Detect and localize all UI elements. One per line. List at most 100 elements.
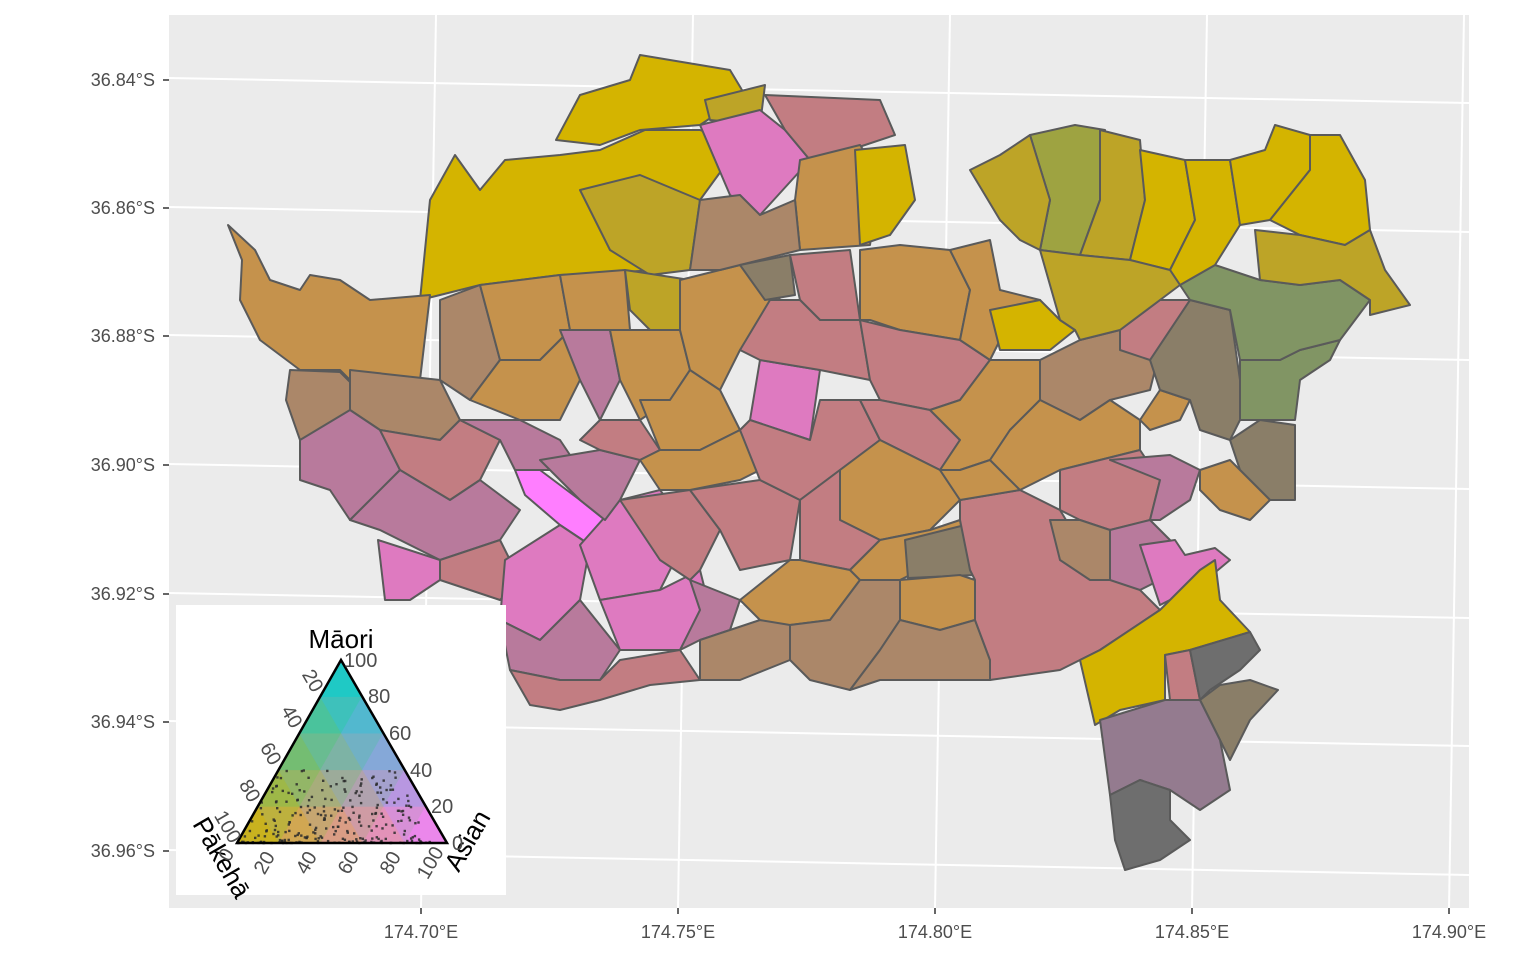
ternary-point: [409, 805, 413, 809]
ternary-point: [322, 805, 326, 808]
ternary-point: [291, 814, 294, 817]
ternary-point: [344, 790, 347, 793]
ternary-point: [343, 788, 346, 791]
ternary-point: [306, 835, 309, 838]
ternary-point: [291, 792, 294, 795]
ternary-legend: Māori Pākehā Asian 20 40 60 80 100 100 8…: [176, 605, 506, 904]
ternary-point: [314, 832, 317, 835]
ternary-point: [276, 807, 279, 810]
ternary-point: [254, 836, 257, 840]
ternary-point: [294, 834, 297, 838]
ternary-point: [359, 824, 363, 827]
ternary-point: [364, 839, 367, 842]
ternary-point: [406, 839, 409, 843]
ternary-point: [271, 790, 274, 794]
ternary-point: [349, 799, 352, 802]
ternary-point: [355, 840, 359, 843]
ternary-point: [243, 835, 247, 838]
x-tick-label: 174.85°E: [1155, 922, 1229, 942]
area-unit: [854, 144, 916, 246]
ternary-point: [283, 838, 287, 842]
ternary-point: [326, 769, 329, 773]
y-tick-label: 36.86°S: [91, 198, 155, 218]
ternary-point: [359, 837, 362, 840]
axes: 36.84°S 36.86°S 36.88°S 36.90°S 36.92°S …: [91, 70, 1486, 942]
ternary-point: [375, 825, 378, 828]
ternary-point: [377, 837, 380, 841]
area-unit: [377, 539, 441, 601]
ternary-point: [411, 836, 414, 839]
ternary-point: [355, 838, 358, 841]
y-tick-label: 36.94°S: [91, 712, 155, 732]
ternary-point: [402, 833, 406, 836]
ternary-point: [355, 790, 358, 793]
ternary-point: [371, 812, 374, 816]
ternary-point: [382, 798, 385, 801]
ternary-point: [371, 776, 374, 780]
right-tick-label: 20: [431, 796, 453, 818]
ternary-point: [295, 783, 298, 786]
area-unit: [639, 429, 761, 491]
area-unit: [1109, 779, 1191, 871]
ternary-point: [307, 776, 310, 779]
ternary-point: [358, 814, 361, 817]
ternary-point: [284, 830, 287, 834]
ternary-point: [300, 769, 304, 773]
ternary-point: [343, 838, 347, 841]
ternary-point: [347, 816, 351, 820]
area-unit: [849, 619, 991, 691]
ternary-point: [263, 835, 267, 838]
ternary-point: [314, 837, 317, 841]
ternary-point: [353, 832, 356, 835]
x-tick-label: 174.70°E: [384, 922, 458, 942]
ternary-point: [391, 824, 394, 827]
ternary-point: [294, 811, 297, 815]
ternary-point: [325, 827, 328, 830]
area-unit: [469, 329, 581, 421]
ternary-point: [375, 806, 379, 809]
ternary-point: [333, 833, 336, 836]
ternary-point: [303, 836, 307, 839]
ternary-point: [367, 825, 371, 828]
ternary-point: [371, 837, 374, 840]
ternary-point: [277, 830, 280, 834]
ternary-point: [308, 808, 312, 812]
ternary-point: [335, 783, 338, 786]
area-unit: [349, 469, 521, 561]
ternary-point: [342, 779, 345, 783]
y-tick-label: 36.90°S: [91, 455, 155, 475]
ternary-point: [341, 776, 344, 780]
area-unit: [1199, 459, 1271, 521]
ternary-point: [417, 838, 421, 841]
ternary-point: [389, 784, 393, 787]
ternary-point: [352, 811, 355, 814]
ternary-point: [341, 837, 345, 840]
ternary-point: [259, 807, 263, 810]
ternary-point: [277, 834, 280, 837]
x-tick-label: 174.80°E: [898, 922, 972, 942]
ternary-point: [261, 813, 264, 816]
ternary-point: [360, 778, 363, 781]
right-tick-label: 80: [368, 686, 390, 708]
ternary-point: [419, 840, 422, 843]
ternary-point: [374, 812, 377, 815]
ternary-point: [257, 834, 260, 837]
ternary-point: [400, 819, 403, 822]
ternary-point: [346, 829, 349, 833]
area-unit: [559, 269, 631, 331]
ternary-point: [321, 789, 324, 792]
area-unit: [689, 194, 801, 271]
ternary-point: [310, 795, 314, 799]
ternary-point: [407, 816, 411, 819]
ternary-point: [385, 801, 389, 804]
ternary-point: [372, 775, 375, 778]
ternary-point: [312, 831, 315, 834]
area-unit: [1109, 454, 1201, 521]
ternary-point: [313, 806, 316, 809]
ternary-point: [401, 813, 405, 816]
ternary-point: [278, 810, 282, 814]
ternary-point: [334, 829, 337, 833]
ternary-color-grid: [236, 659, 448, 844]
ternary-point: [376, 791, 379, 794]
